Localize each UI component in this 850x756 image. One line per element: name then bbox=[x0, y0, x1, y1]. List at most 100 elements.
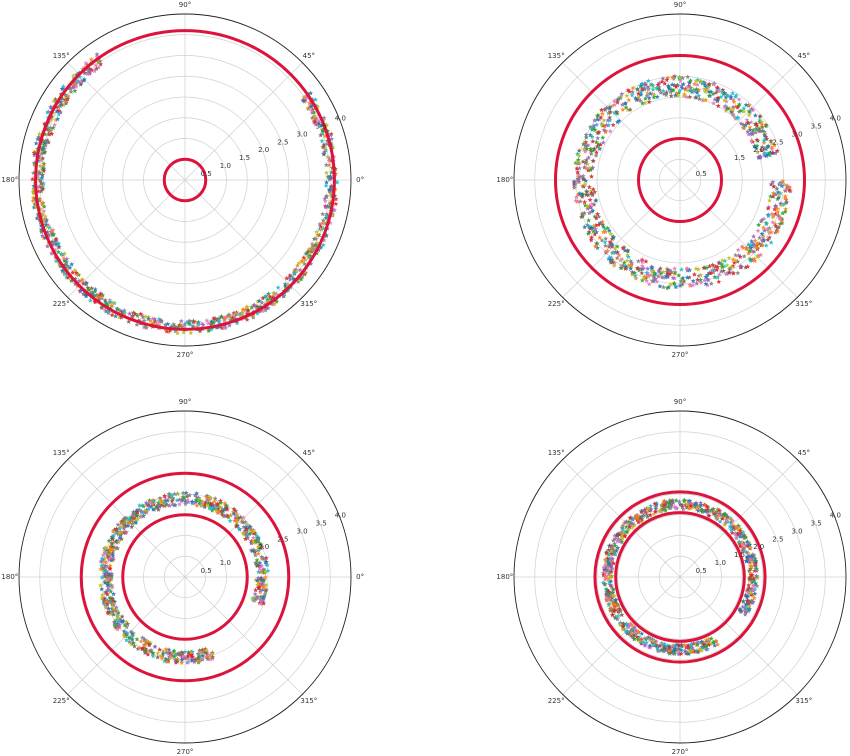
scatter-point bbox=[46, 131, 52, 137]
scatter-point bbox=[571, 179, 577, 184]
scatter-point bbox=[202, 501, 208, 507]
scatter-point bbox=[263, 559, 269, 565]
scatter-point bbox=[323, 215, 329, 221]
scatter-point bbox=[672, 283, 678, 289]
r-tick-label: 4.0 bbox=[335, 114, 346, 122]
scatter-point bbox=[41, 204, 47, 209]
scatter-point bbox=[189, 499, 195, 504]
scatter-point bbox=[50, 232, 56, 238]
scatter-point bbox=[316, 120, 322, 126]
scatter-point bbox=[576, 148, 582, 153]
scatter-point bbox=[207, 494, 213, 500]
scatter-point bbox=[173, 659, 179, 665]
scatter-point bbox=[148, 647, 154, 653]
scatter-point bbox=[222, 513, 228, 519]
scatter-point bbox=[594, 229, 600, 235]
scatter-point bbox=[62, 258, 68, 263]
scatter-point bbox=[269, 301, 275, 307]
scatter-point bbox=[603, 559, 609, 565]
scatter-point bbox=[110, 536, 116, 542]
scatter-point bbox=[44, 243, 50, 249]
scatter-point bbox=[683, 649, 689, 654]
scatter-point bbox=[619, 535, 625, 541]
scatter-point bbox=[585, 206, 591, 211]
scatter-point bbox=[206, 496, 212, 502]
scatter-point bbox=[263, 307, 269, 313]
scatter-point bbox=[626, 526, 632, 531]
scatter-point bbox=[726, 269, 732, 275]
scatter-point bbox=[708, 635, 714, 641]
scatter-point bbox=[262, 574, 268, 580]
scatter-point bbox=[775, 209, 781, 215]
scatter-point bbox=[234, 517, 240, 522]
scatter-point bbox=[703, 646, 709, 652]
scatter-point bbox=[605, 564, 611, 570]
scatter-point bbox=[295, 262, 300, 268]
scatter-point bbox=[323, 194, 329, 200]
scatter-point bbox=[156, 319, 162, 324]
scatter-point bbox=[769, 146, 775, 152]
scatter-point bbox=[732, 94, 738, 99]
scatter-point bbox=[696, 504, 702, 509]
scatter-point bbox=[710, 508, 716, 514]
scatter-point bbox=[326, 176, 332, 182]
scatter-point bbox=[674, 505, 680, 511]
scatter-point bbox=[701, 97, 707, 103]
scatter-point bbox=[643, 258, 649, 264]
scatter-point bbox=[767, 197, 772, 203]
scatter-point bbox=[251, 535, 256, 540]
scatter-point bbox=[647, 643, 653, 648]
scatter-point bbox=[573, 198, 579, 203]
scatter-point bbox=[651, 94, 657, 100]
scatter-point bbox=[327, 188, 332, 194]
scatter-point bbox=[261, 600, 267, 606]
scatter-point bbox=[598, 114, 604, 120]
scatter-point bbox=[754, 574, 760, 579]
scatter-point bbox=[48, 125, 54, 131]
polar-panel-bottom-right: 0°45°90°135°180°225°270°315°0.51.01.52.0… bbox=[496, 398, 847, 756]
scatter-point bbox=[579, 211, 585, 216]
scatter-point bbox=[728, 95, 734, 101]
scatter-point bbox=[616, 538, 622, 544]
theta-grid-line bbox=[562, 459, 681, 578]
scatter-point bbox=[768, 229, 774, 235]
scatter-point bbox=[716, 279, 722, 284]
scatter-point bbox=[758, 154, 763, 160]
scatter-point bbox=[158, 653, 164, 659]
scatter-point bbox=[104, 570, 110, 576]
scatter-point bbox=[584, 146, 590, 152]
scatter-point bbox=[735, 259, 741, 264]
scatter-point bbox=[595, 116, 601, 122]
scatter-point bbox=[170, 495, 176, 500]
scatter-point bbox=[759, 122, 765, 127]
scatter-point bbox=[738, 609, 744, 614]
theta-tick-label: 315° bbox=[795, 300, 812, 308]
scatter-point bbox=[634, 86, 640, 92]
scatter-point bbox=[93, 66, 99, 71]
scatter-point bbox=[590, 138, 596, 144]
scatter-points bbox=[571, 73, 793, 291]
scatter-point bbox=[56, 108, 62, 113]
scatter-point bbox=[107, 565, 113, 571]
scatter-point bbox=[676, 499, 682, 504]
scatter-point bbox=[58, 251, 64, 256]
theta-tick-label: 180° bbox=[496, 573, 513, 581]
scatter-point bbox=[51, 98, 57, 104]
scatter-point bbox=[294, 268, 300, 274]
scatter-point bbox=[256, 547, 262, 553]
scatter-point bbox=[323, 213, 329, 219]
theta-grid-line bbox=[562, 179, 681, 298]
scatter-point bbox=[318, 224, 324, 229]
scatter-point bbox=[163, 646, 169, 652]
scatter-point bbox=[625, 87, 631, 93]
scatter-point bbox=[746, 250, 751, 256]
scatter-point bbox=[744, 594, 750, 600]
scatter-point bbox=[744, 554, 750, 559]
scatter-point bbox=[324, 170, 329, 175]
scatter-point bbox=[719, 261, 725, 267]
scatter-point bbox=[167, 653, 173, 659]
scatter-point bbox=[586, 217, 592, 223]
scatter-point bbox=[606, 602, 612, 608]
scatter-point bbox=[758, 147, 764, 153]
scatter-point bbox=[62, 251, 68, 256]
